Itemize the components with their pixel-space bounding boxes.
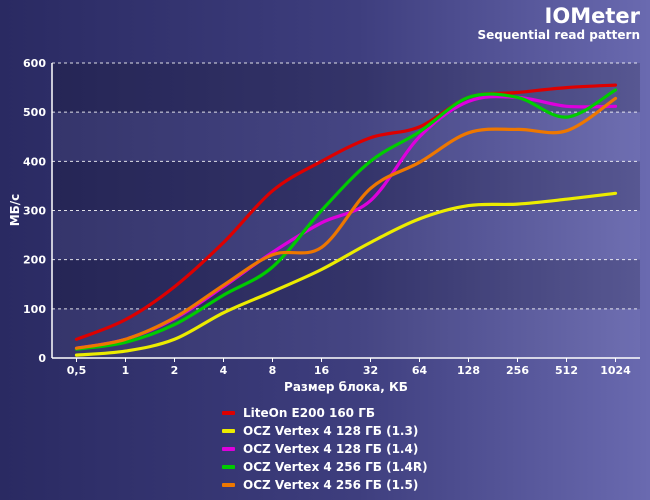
legend-label: OCZ Vertex 4 256 ГБ (1.4R)	[243, 460, 428, 474]
x-tick-label: 256	[506, 364, 529, 377]
plot-bands	[52, 63, 640, 358]
axes	[51, 63, 640, 362]
x-tick-label: 1	[122, 364, 130, 377]
x-tick-label: 16	[314, 364, 330, 377]
x-tick-label: 512	[555, 364, 578, 377]
series-line	[74, 88, 618, 351]
plot-band	[52, 112, 640, 162]
legend-swatch	[222, 447, 235, 451]
x-tick-labels: 0,5 1 2 4 8 16 32 64 128 256 512 1024	[67, 364, 631, 377]
x-tick-label: 32	[363, 364, 378, 377]
legend-item: OCZ Vertex 4 256 ГБ (1.4R)	[222, 458, 428, 476]
y-tick-labels: 0 100 200 300 400 500 600	[23, 57, 46, 365]
y-tick-label: 0	[38, 352, 46, 365]
x-tick-label: 4	[220, 364, 228, 377]
x-axis-label: Размер блока, КБ	[284, 380, 408, 394]
y-tick-label: 500	[23, 106, 46, 119]
series-lines	[74, 83, 618, 357]
legend-swatch	[222, 429, 235, 433]
legend: LiteOn E200 160 ГБ OCZ Vertex 4 128 ГБ (…	[222, 404, 428, 494]
legend-swatch	[222, 483, 235, 487]
x-tick-label: 64	[412, 364, 428, 377]
series-line	[74, 83, 618, 341]
legend-label: OCZ Vertex 4 128 ГБ (1.3)	[243, 424, 419, 438]
y-tick-label: 400	[23, 155, 46, 168]
y-tick-label: 100	[23, 303, 46, 316]
chart-title: IOMeter	[544, 4, 640, 28]
y-tick-label: 600	[23, 57, 46, 70]
legend-item: OCZ Vertex 4 128 ГБ (1.3)	[222, 422, 428, 440]
legend-swatch	[222, 465, 235, 469]
y-tick-label: 200	[23, 254, 46, 267]
x-tick-label: 1024	[600, 364, 631, 377]
series-line	[74, 191, 618, 357]
x-tick-label: 8	[269, 364, 277, 377]
chart-subtitle: Sequential read pattern	[477, 28, 640, 42]
legend-label: LiteOn E200 160 ГБ	[243, 406, 375, 420]
legend-item: LiteOn E200 160 ГБ	[222, 404, 428, 422]
x-tick-label: 2	[171, 364, 179, 377]
legend-label: OCZ Vertex 4 256 ГБ (1.5)	[243, 478, 419, 492]
legend-item: OCZ Vertex 4 256 ГБ (1.5)	[222, 476, 428, 494]
legend-swatch	[222, 411, 235, 415]
legend-label: OCZ Vertex 4 128 ГБ (1.4)	[243, 442, 419, 456]
y-tick-label: 300	[23, 205, 46, 218]
x-tick-label: 0,5	[67, 364, 87, 377]
plot-band	[52, 259, 640, 309]
y-axis-label: МБ/с	[8, 194, 22, 227]
legend-item: OCZ Vertex 4 128 ГБ (1.4)	[222, 440, 428, 458]
x-tick-label: 128	[457, 364, 480, 377]
series-line	[74, 96, 618, 350]
plot-band	[52, 63, 640, 113]
